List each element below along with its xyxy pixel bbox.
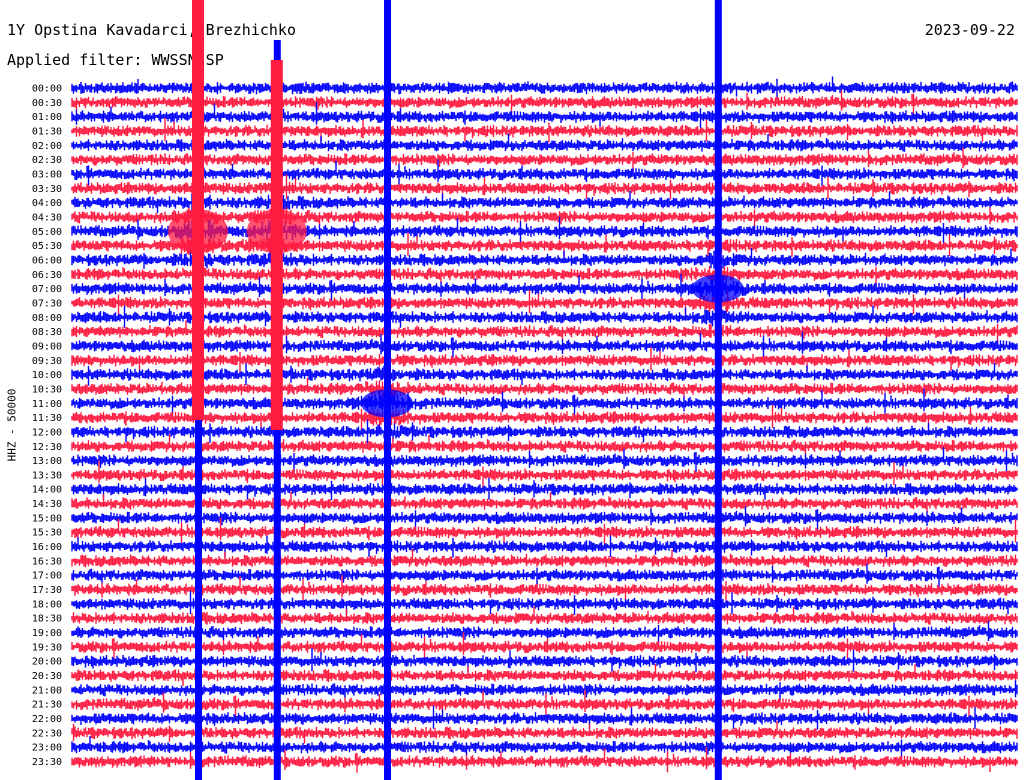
trace-row-0400	[71, 190, 1018, 214]
time-tick-label: 07:00	[32, 284, 62, 295]
time-tick-label: 22:00	[32, 714, 62, 725]
time-tick-label: 19:00	[32, 628, 62, 639]
time-tick-label: 08:30	[32, 327, 62, 338]
trace-row-1630	[71, 549, 1018, 568]
time-tick-label: 18:00	[32, 599, 62, 610]
trace-row-1430	[71, 491, 1018, 512]
trace-row-1230	[71, 434, 1018, 455]
trace-row-0930	[71, 347, 1018, 372]
trace-row-1300	[71, 447, 1018, 474]
trace-row-1800	[71, 591, 1018, 615]
time-tick-label: 09:00	[32, 341, 62, 352]
trace-row-0230	[71, 147, 1018, 173]
trace-row-0630	[71, 265, 1018, 287]
time-tick-label: 10:30	[32, 384, 62, 395]
time-tick-label: 14:30	[32, 499, 62, 510]
time-tick-label: 12:30	[32, 442, 62, 453]
trace-row-0000	[71, 76, 1018, 100]
time-tick-label: 10:00	[32, 370, 62, 381]
time-tick-label: 03:30	[32, 184, 62, 195]
trace-row-1200	[71, 419, 1018, 444]
time-tick-label: 13:00	[32, 456, 62, 467]
time-tick-label: 15:30	[32, 528, 62, 539]
trace-row-1600	[71, 535, 1018, 558]
trace-row-0030	[71, 90, 1018, 115]
time-tick-label: 03:00	[32, 169, 62, 180]
trace-row-2300	[71, 735, 1018, 760]
time-tick-label: 20:00	[32, 657, 62, 668]
time-tick-label: 00:30	[32, 98, 62, 109]
trace-row-0330	[71, 174, 1018, 200]
event-burst	[361, 389, 413, 418]
time-tick-label: 11:00	[32, 399, 62, 410]
time-tick-label: 23:30	[32, 757, 62, 768]
time-tick-label: 14:00	[32, 485, 62, 496]
time-tick-label: 20:30	[32, 671, 62, 682]
trace-row-1900	[71, 620, 1018, 646]
trace-row-0300	[71, 159, 1018, 186]
time-tick-label: 12:00	[32, 427, 62, 438]
trace-row-1930	[71, 632, 1018, 659]
trace-row-0600	[71, 247, 1018, 274]
time-tick-label: 06:30	[32, 270, 62, 281]
trace-row-1030	[71, 377, 1018, 403]
event-burst	[691, 274, 744, 303]
trace-row-1330	[71, 460, 1018, 487]
time-tick-label: 09:30	[32, 356, 62, 367]
trace-row-1100	[71, 388, 1018, 418]
time-tick-label: 01:00	[32, 112, 62, 123]
time-tick-label: 16:30	[32, 556, 62, 567]
time-tick-label: 07:30	[32, 298, 62, 309]
time-tick-label: 00:00	[32, 84, 62, 95]
trace-row-0800	[71, 305, 1018, 328]
trace-row-2030	[71, 663, 1018, 686]
trace-row-0830	[71, 320, 1018, 345]
trace-row-1000	[71, 362, 1018, 387]
trace-row-1500	[71, 506, 1018, 531]
date-label: 2023-09-22	[924, 21, 1015, 39]
time-tick-label: 16:00	[32, 542, 62, 553]
time-tick-label: 17:00	[32, 571, 62, 582]
time-tick-label: 19:30	[32, 642, 62, 653]
time-tick-label: 02:00	[32, 141, 62, 152]
time-tick-label: 21:00	[32, 685, 62, 696]
trace-row-2000	[71, 648, 1018, 673]
clipped-spike	[270, 60, 283, 430]
time-tick-label: 18:30	[32, 614, 62, 625]
trace-row-0200	[71, 133, 1018, 152]
time-tick-label: 02:30	[32, 155, 62, 166]
trace-row-2230	[71, 721, 1018, 744]
trace-row-0730	[71, 289, 1018, 315]
time-tick-label: 05:00	[32, 227, 62, 238]
clipped-spike	[192, 0, 204, 420]
time-tick-label: 05:30	[32, 241, 62, 252]
trace-row-1400	[71, 477, 1018, 501]
trace-row-1830	[71, 606, 1018, 625]
time-tick-label: 06:00	[32, 255, 62, 266]
station-title: 1Y Opstina Kavadarci, Brezhichko	[7, 21, 296, 39]
time-tick-label: 04:30	[32, 212, 62, 223]
trace-row-2100	[71, 680, 1018, 703]
filter-label: Applied filter: WWSSN-SP	[7, 51, 224, 69]
saturated-band	[714, 0, 722, 780]
time-tick-label: 17:30	[32, 585, 62, 596]
time-tick-label: 08:00	[32, 313, 62, 324]
trace-row-1730	[71, 575, 1018, 602]
time-tick-label: 01:30	[32, 126, 62, 137]
trace-row-2130	[71, 689, 1018, 716]
time-tick-label: 15:00	[32, 513, 62, 524]
time-tick-label: 23:00	[32, 743, 62, 754]
trace-row-1700	[71, 563, 1018, 588]
time-tick-label: 11:30	[32, 413, 62, 424]
time-tick-label: 13:30	[32, 470, 62, 481]
time-tick-label: 22:30	[32, 728, 62, 739]
time-tick-label: 04:00	[32, 198, 62, 209]
trace-row-0900	[71, 331, 1018, 358]
trace-row-2200	[71, 705, 1018, 730]
time-tick-label: 21:30	[32, 700, 62, 711]
